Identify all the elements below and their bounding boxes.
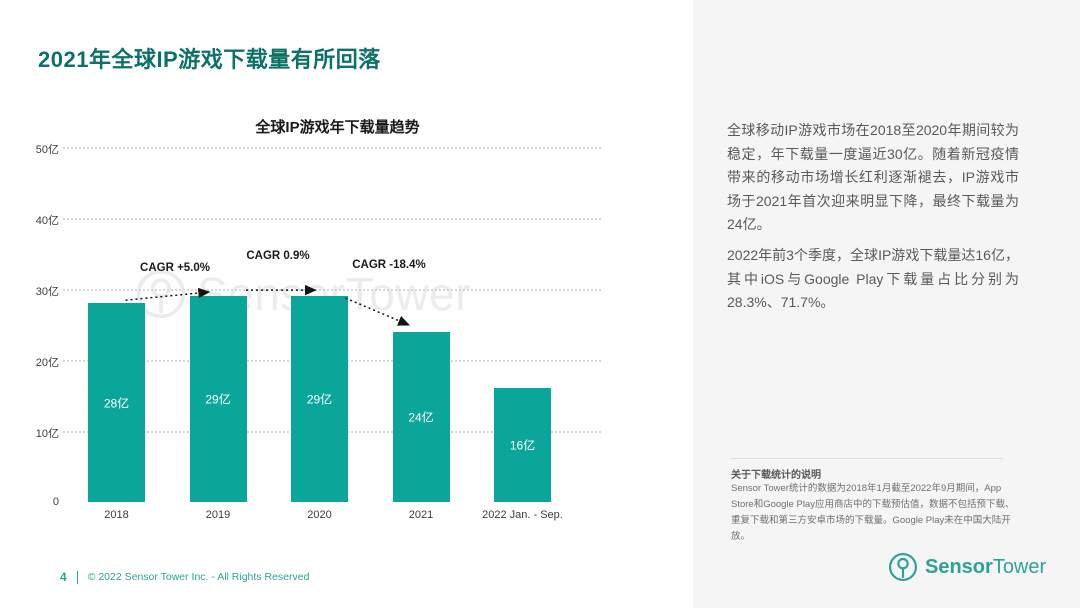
gridline xyxy=(63,218,601,220)
sensortower-logo: SensorTower xyxy=(888,552,1046,582)
x-axis-label: 2020 xyxy=(307,509,332,521)
x-axis-label: 2022 Jan. - Sep. xyxy=(482,509,563,521)
bar-value-label: 24亿 xyxy=(408,410,434,425)
cagr-annotation: CAGR +5.0% xyxy=(140,262,210,274)
logo-word-tower: Tower xyxy=(992,555,1047,578)
logo-wordmark: SensorTower xyxy=(925,556,1046,579)
downloads-bar-chart: SensorTower 0 10亿 20亿 30亿 40亿 50亿 28亿 29亿 29亿 24… xyxy=(35,144,601,521)
sensortower-logo-icon xyxy=(889,553,917,581)
logo-word-sensor: Sensor xyxy=(925,555,993,578)
page-number: 4 xyxy=(60,570,67,584)
footer-divider xyxy=(76,570,78,584)
methodology-note-body: Sensor Tower统计的数据为2018年1月截至2022年9月期间，App… xyxy=(731,483,1015,542)
bar-2020: 29亿 xyxy=(291,296,348,502)
x-axis-label: 2019 xyxy=(205,509,231,521)
bar-value-label: 28亿 xyxy=(103,396,130,411)
page-title: 2021年全球IP游戏下载量有所回落 xyxy=(38,47,381,72)
bar-2022 Jan. - Sep.: 16亿 xyxy=(494,388,551,502)
summary-panel: 全球移动IP游戏市场在2018至2020年期间较为稳定，年下载量一度逼近30亿。… xyxy=(693,0,1080,608)
y-tick-label: 50亿 xyxy=(35,144,59,156)
x-axis-label: 2021 xyxy=(408,509,434,521)
summary-paragraph-2: 2022年前3个季度，全球IP游戏下载量达16亿，其中iOS与Google Pl… xyxy=(727,247,1019,310)
y-tick-label: 30亿 xyxy=(35,286,59,298)
bar-2018: 28亿 xyxy=(88,303,145,502)
methodology-note-title: 关于下载统计的说明 xyxy=(731,470,821,481)
y-tick-label: 20亿 xyxy=(35,357,59,369)
y-tick-label: 0 xyxy=(52,496,59,508)
bar-2021: 24亿 xyxy=(392,331,450,502)
bar-value-label: 29亿 xyxy=(306,392,333,407)
cagr-annotation: CAGR 0.9% xyxy=(246,250,310,262)
bar-value-label: 29亿 xyxy=(205,392,231,407)
cagr-annotation: CAGR -18.4% xyxy=(352,259,426,271)
summary-paragraph-1: 全球移动IP游戏市场在2018至2020年期间较为稳定，年下载量一度逼近30亿。… xyxy=(727,122,1019,232)
gridline xyxy=(63,147,601,149)
chart-title: 全球IP游戏年下载量趋势 xyxy=(255,119,420,136)
y-tick-label: 40亿 xyxy=(35,215,59,227)
bar-value-label: 16亿 xyxy=(509,438,536,453)
x-axis-label: 2018 xyxy=(104,509,129,521)
bar-2019: 29亿 xyxy=(189,296,247,502)
copyright-text: © 2022 Sensor Tower Inc. - All Rights Re… xyxy=(87,571,310,583)
gridline xyxy=(63,289,601,291)
page-footer: 4 © 2022 Sensor Tower Inc. - All Rights … xyxy=(60,570,309,584)
note-divider xyxy=(731,458,1003,459)
y-tick-label: 10亿 xyxy=(35,428,59,440)
